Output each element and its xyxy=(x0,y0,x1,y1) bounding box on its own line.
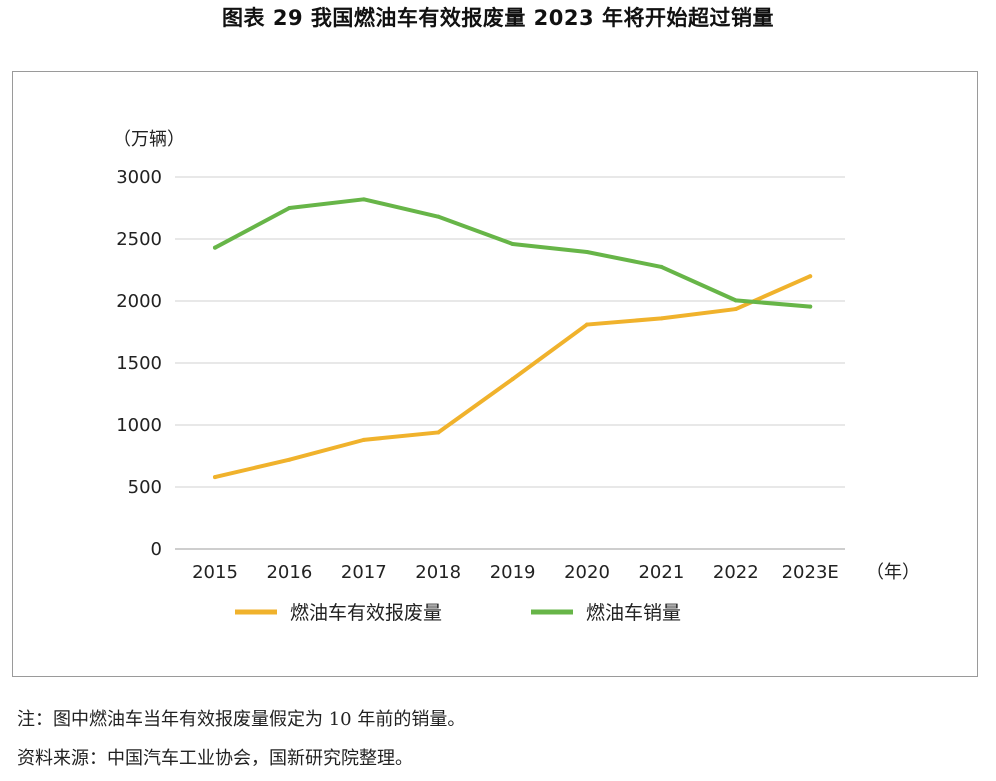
data-point-series-1 xyxy=(510,377,515,382)
x-tick-label: 2020 xyxy=(564,562,610,583)
x-tick-label: 2016 xyxy=(266,562,312,583)
legend-label-1: 燃油车有效报废量 xyxy=(290,602,442,624)
x-tick-label: 2018 xyxy=(415,562,461,583)
x-tick-label: 2019 xyxy=(490,562,536,583)
y-tick-label: 500 xyxy=(128,477,162,498)
data-point-series-2 xyxy=(585,250,589,255)
y-tick-label: 2500 xyxy=(116,229,162,250)
data-point-series-2 xyxy=(287,206,292,210)
y-tick-label: 1000 xyxy=(116,415,162,436)
data-point-series-2 xyxy=(510,241,515,246)
data-point-series-1 xyxy=(659,316,664,321)
legend-label-2: 燃油车销量 xyxy=(586,602,681,624)
series-line-1 xyxy=(213,274,813,480)
x-tick-label: 2017 xyxy=(341,562,387,583)
data-point-series-2 xyxy=(808,304,813,309)
x-tick-label: 2022 xyxy=(713,562,759,583)
x-tick-label: 2023E xyxy=(782,562,839,583)
data-point-series-2 xyxy=(436,214,441,219)
line-chart: 0 500 1000 1500 2000 2500 3000 （万辆） 2015 2016 2017… xyxy=(113,129,920,624)
y-tick-label: 0 xyxy=(151,539,162,560)
x-tick-label: 2021 xyxy=(638,562,684,583)
data-point-series-1 xyxy=(808,274,813,279)
chart-frame xyxy=(12,71,978,677)
y-tick-label: 2000 xyxy=(116,291,162,312)
data-point-series-1 xyxy=(436,430,441,435)
data-point-series-1 xyxy=(213,475,217,480)
chart-source: 资料来源：中国汽车工业协会，国新研究院整理。 xyxy=(17,748,413,769)
data-point-series-1 xyxy=(361,437,366,442)
y-tick-label: 3000 xyxy=(116,167,162,188)
y-tick-label: 1500 xyxy=(116,353,162,374)
page-title: 图表 29 我国燃油车有效报废量 2023 年将开始超过销量 xyxy=(222,6,774,30)
data-point-series-1 xyxy=(287,457,292,462)
chart-footnote: 注：图中燃油车当年有效报废量假定为 10 年前的销量。 xyxy=(17,709,466,730)
data-point-series-1 xyxy=(733,307,738,312)
data-point-series-1 xyxy=(585,322,589,327)
x-tick-label: 2015 xyxy=(192,562,238,583)
x-axis-label: （年） xyxy=(866,562,920,583)
y-axis-label: （万辆） xyxy=(113,129,185,150)
data-point-series-2 xyxy=(659,264,664,269)
data-point-series-2 xyxy=(213,245,217,250)
data-point-series-2 xyxy=(733,298,738,303)
data-point-series-2 xyxy=(361,197,366,202)
series-line-2 xyxy=(213,197,813,309)
